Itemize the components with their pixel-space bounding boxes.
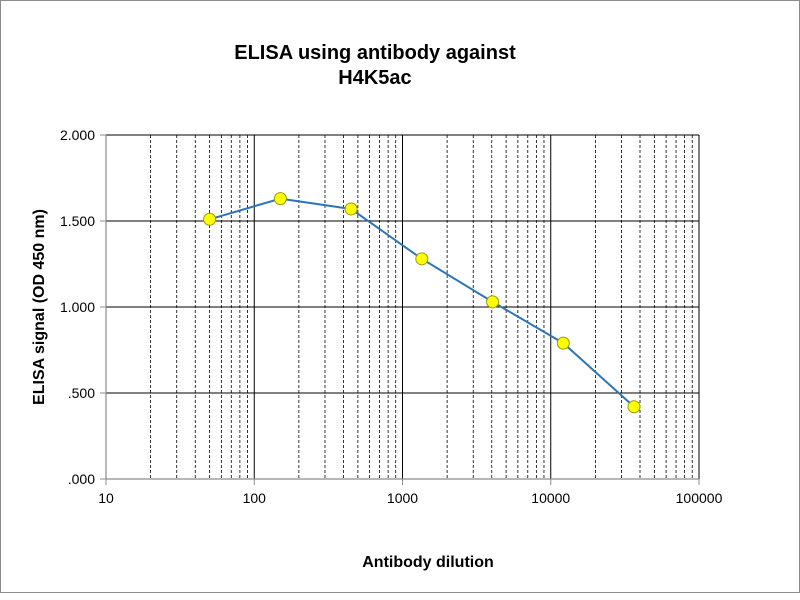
y-tick-label: 1.000 — [60, 299, 95, 315]
y-axis-label: ELISA signal (OD 450 nm) — [31, 209, 48, 405]
data-point — [415, 252, 429, 266]
data-point — [344, 202, 358, 216]
tick-labels: .000 .500 1.000 1.500 2.000 10 100 1000 10000 100… — [60, 127, 723, 506]
series-line — [209, 197, 635, 408]
axes — [100, 134, 700, 485]
y-tick-label: .500 — [68, 385, 95, 401]
x-axis-label: Antibody dilution — [362, 554, 494, 571]
x-tick-label: 10000 — [531, 490, 570, 506]
x-tick-label: 1000 — [387, 490, 418, 506]
y-tick-label: .000 — [68, 471, 95, 487]
grid — [105, 134, 700, 480]
data-series — [203, 192, 641, 414]
x-tick-label: 10 — [98, 490, 114, 506]
data-point — [627, 400, 641, 414]
y-tick-label: 1.500 — [60, 213, 95, 229]
x-tick-label: 100000 — [676, 490, 723, 506]
y-tick-label: 2.000 — [60, 127, 95, 143]
data-point — [203, 212, 217, 226]
chart-title-line-2: H4K5ac — [338, 67, 411, 89]
data-point — [486, 295, 500, 309]
data-point — [273, 192, 287, 206]
data-point — [556, 336, 570, 350]
chart-title-line-1: ELISA using antibody against — [234, 42, 516, 64]
x-tick-label: 100 — [243, 490, 267, 506]
